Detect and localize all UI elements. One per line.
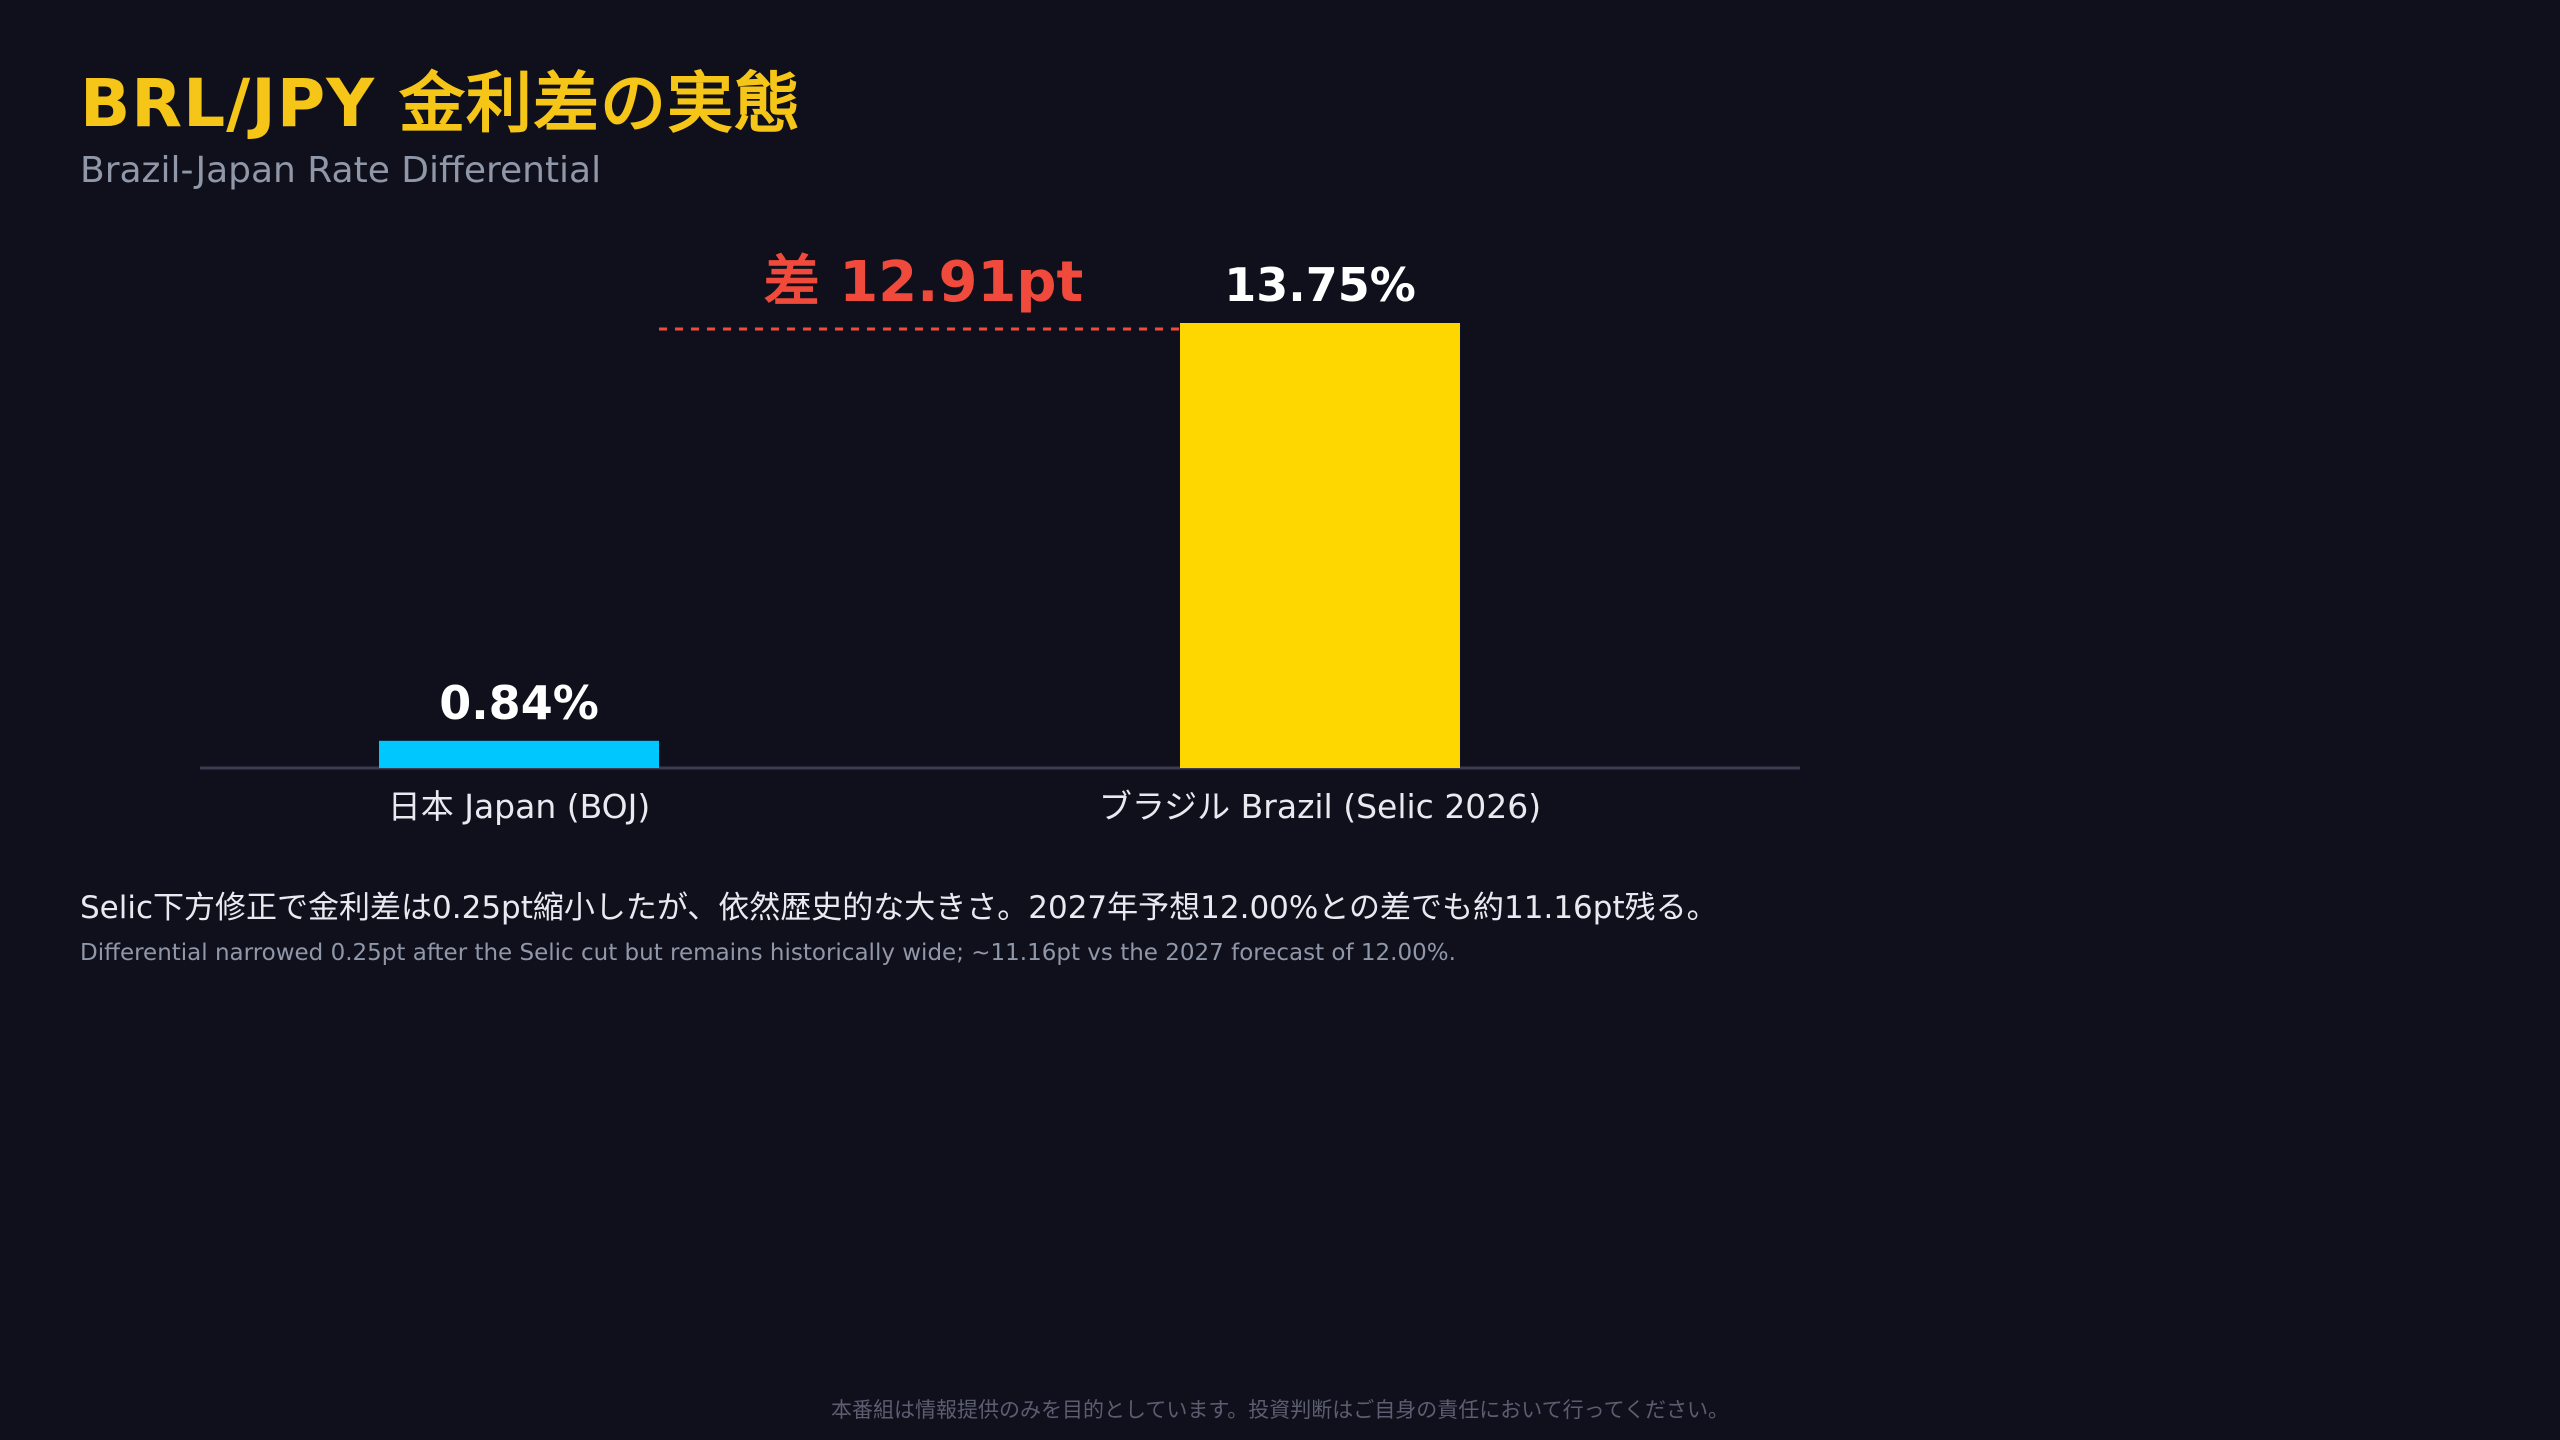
data-label-1: 13.75% xyxy=(1224,258,1416,312)
note-english: Differential narrowed 0.25pt after the S… xyxy=(80,940,1456,966)
rate-differential-chart: 0.84% 日本 Japan (BOJ) 13.75% ブラジル Brazil (Se… xyxy=(200,250,1800,826)
bar-0 xyxy=(379,740,659,768)
note-japanese: Selic下方修正で金利差は0.25pt縮小したが、依然歴史的な大きさ。2027… xyxy=(80,890,1718,926)
data-label-0: 0.84% xyxy=(439,676,599,730)
page-subtitle: Brazil-Japan Rate Differential xyxy=(80,150,602,191)
category-label-0: 日本 Japan (BOJ) xyxy=(388,787,651,826)
difference-annotation: 差 12.91pt xyxy=(764,250,1083,315)
category-label-1: ブラジル Brazil (Selic 2026) xyxy=(1099,787,1541,826)
bar-1 xyxy=(1180,323,1460,768)
disclaimer: 本番組は情報提供のみを目的としています。投資判断はご自身の責任において行ってくだ… xyxy=(831,1398,1729,1422)
page-title: BRL/JPY 金利差の実態 xyxy=(80,65,801,142)
